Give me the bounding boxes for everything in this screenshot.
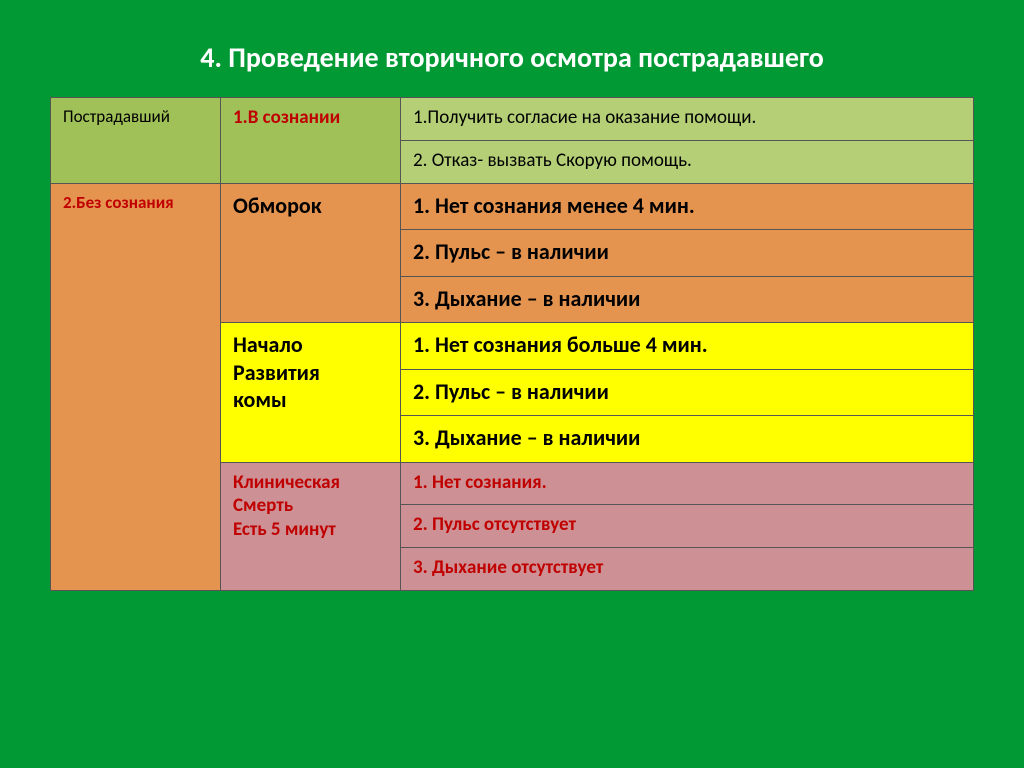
cell-unconscious-label: 2.Без сознания — [51, 183, 221, 590]
cell-consent: 1.Получить согласие на оказание помощи. — [401, 98, 974, 141]
cell-faint-2: 2. Пульс – в наличии — [401, 230, 974, 277]
cell-clin-1: 1. Нет сознания. — [401, 462, 974, 505]
cell-faint-label: Обморок — [221, 183, 401, 323]
cell-faint-1: 1. Нет сознания менее 4 мин. — [401, 183, 974, 230]
slide-title: 4. Проведение вторичного осмотра пострад… — [50, 40, 974, 75]
cell-victim-header: Пострадавший — [51, 98, 221, 184]
cell-coma-label: Начало Развития комы — [221, 323, 401, 463]
cell-coma-2: 2. Пульс – в наличии — [401, 369, 974, 416]
clin-label-l3: Есть 5 минут — [233, 518, 336, 541]
clin-label-l1: Клиническая — [233, 471, 340, 494]
cell-faint-3: 3. Дыхание – в наличии — [401, 276, 974, 323]
coma-label-l2: Развития — [233, 359, 320, 386]
cell-clin-3: 3. Дыхание отсутствует — [401, 548, 974, 591]
cell-coma-3: 3. Дыхание – в наличии — [401, 416, 974, 463]
exam-table: Пострадавший 1.В сознании 1.Получить сог… — [50, 97, 974, 591]
clin-label-l2: Смерть — [233, 494, 293, 517]
cell-clinical-label: Клиническая Смерть Есть 5 минут — [221, 462, 401, 590]
cell-coma-1: 1. Нет сознания больше 4 мин. — [401, 323, 974, 370]
coma-label-l1: Начало — [233, 331, 303, 358]
coma-label-l3: комы — [233, 386, 287, 413]
cell-refuse: 2. Отказ- вызвать Скорую помощь. — [401, 140, 974, 183]
cell-clin-2: 2. Пульс отсутствует — [401, 505, 974, 548]
cell-conscious-label: 1.В сознании — [221, 98, 401, 184]
